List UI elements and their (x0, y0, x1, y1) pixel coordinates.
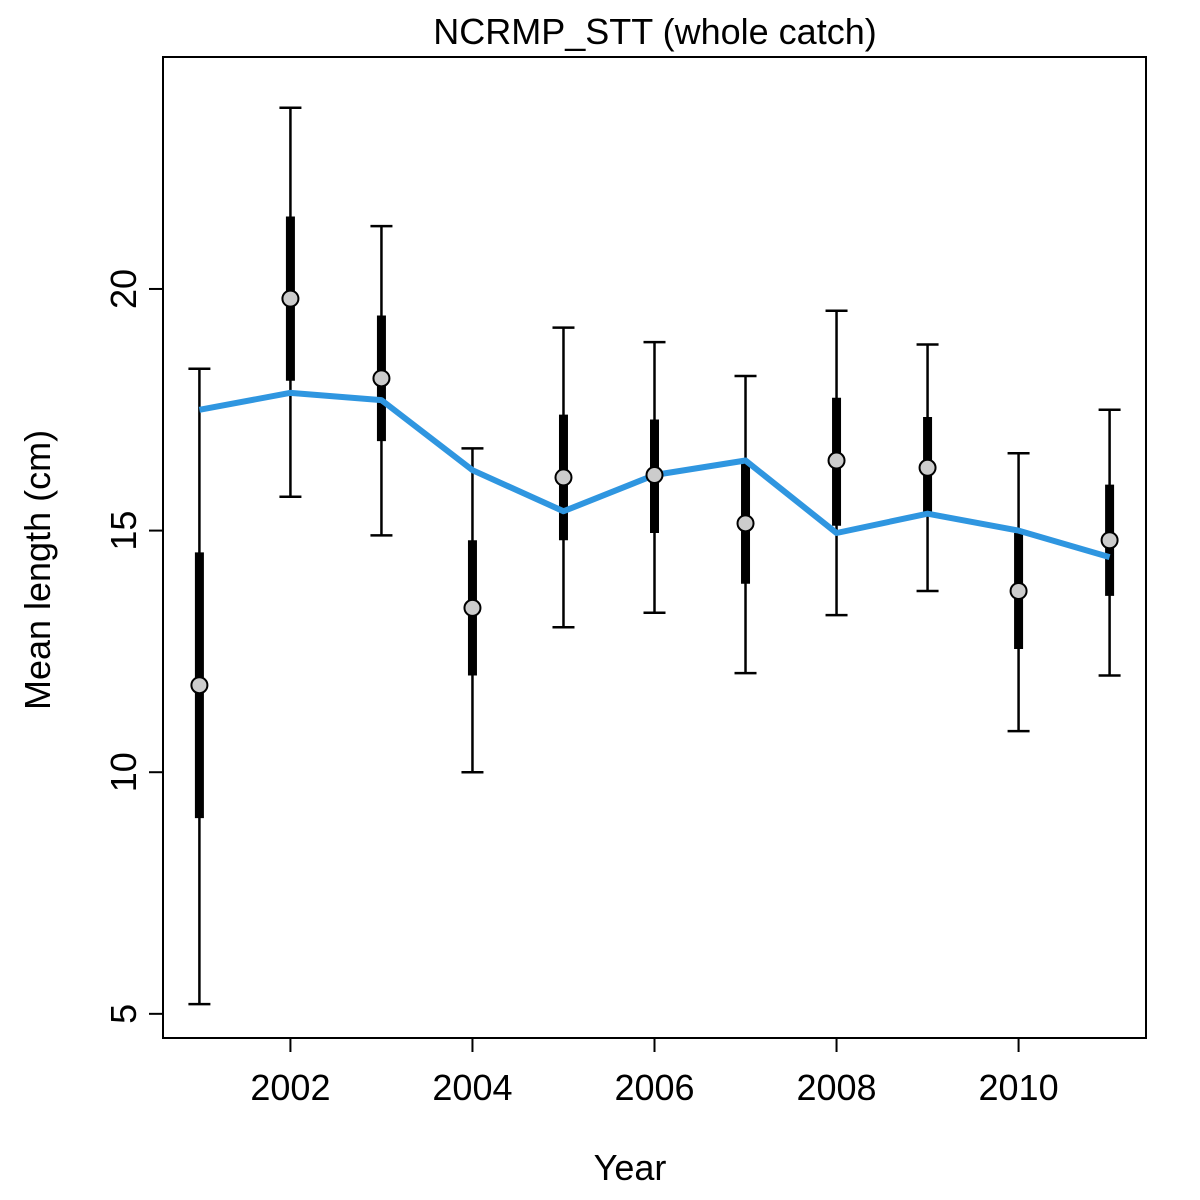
y-tick-label: 10 (103, 752, 144, 792)
observed-point (1009, 581, 1028, 600)
error-bars (188, 106, 1121, 1006)
y-axis: 5 10 15 20 (103, 269, 163, 1024)
observed-point (372, 369, 391, 388)
observed-point (554, 468, 573, 487)
observed-point (827, 451, 846, 470)
observed-point (281, 289, 300, 308)
y-tick-label: 15 (103, 511, 144, 551)
observed-point (463, 598, 482, 617)
y-tick-label: 5 (103, 1004, 144, 1024)
x-axis-label: Year (594, 1147, 667, 1188)
x-tick-label: 2002 (250, 1067, 330, 1108)
observed-points (190, 289, 1119, 695)
observed-point (736, 514, 755, 533)
x-tick-label: 2008 (796, 1067, 876, 1108)
observed-point (190, 676, 209, 695)
x-tick-label: 2006 (614, 1067, 694, 1108)
x-tick-label: 2010 (979, 1067, 1059, 1108)
x-tick-label: 2004 (432, 1067, 512, 1108)
chart-title: NCRMP_STT (whole catch) (433, 11, 876, 52)
observed-point (918, 458, 937, 477)
y-axis-label: Mean length (cm) (17, 430, 58, 710)
x-axis: 2002 2004 2006 2008 2010 (250, 1038, 1059, 1108)
y-tick-label: 20 (103, 269, 144, 309)
observed-point (645, 466, 664, 485)
observed-point (1100, 531, 1119, 550)
